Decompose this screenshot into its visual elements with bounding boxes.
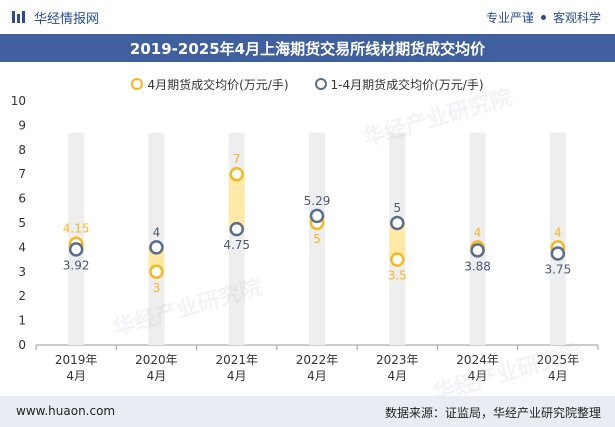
footer: www.huaon.com 数据来源：证监局，华经产业研究院整理 [0, 396, 615, 427]
y-tick-label: 4 [18, 240, 26, 254]
x-tick-label: 2023年 [376, 353, 419, 367]
x-tick-label: 4月 [66, 369, 86, 383]
apr-data-label: 5 [313, 232, 321, 246]
apr-point [149, 264, 164, 280]
category-band [309, 132, 325, 345]
y-tick-label: 8 [18, 143, 26, 157]
chart-title: 2019-2025年4月上海期货交易所线材期货成交均价 [129, 40, 486, 58]
footer-url: www.huaon.com [16, 404, 116, 418]
ytd-point [68, 242, 84, 257]
range-band [228, 174, 245, 230]
apr-data-label: 4.15 [63, 222, 90, 236]
y-tick-label: 0 [18, 338, 26, 352]
title-bar: 2019-2025年4月上海期货交易所线材期货成交均价 [0, 34, 615, 62]
apr-data-label: 7 [233, 152, 241, 166]
legend-item-ytd: 1-4月期货成交均价(万元/手) [314, 76, 484, 93]
apr-data-label: 3.5 [388, 269, 407, 283]
ytd-point [309, 208, 325, 224]
y-tick-label: 6 [18, 192, 26, 206]
legend-label-apr: 4月期货成交均价(万元/手) [147, 77, 289, 92]
x-tick-label: 2019年 [55, 353, 98, 367]
chart-plot: 0 1 2 3 4 5 6 7 8 9 10 2019年 4月 2020年 4月 2021年 4月 2022年 4月… [11, 94, 599, 383]
ytd-point [470, 243, 485, 258]
apr-data-label: 3 [153, 281, 161, 295]
legend-marker-apr-icon [131, 78, 144, 90]
legend-item-apr: 4月期货成交均价(万元/手) [131, 76, 289, 93]
y-tick-label: 10 [11, 94, 26, 108]
category-band [549, 132, 566, 345]
tag-objective: 客观科学 [552, 11, 601, 25]
apr-point [229, 166, 244, 182]
x-tick-label: 2024年 [456, 353, 499, 367]
y-tick-label: 3 [18, 265, 26, 279]
x-tick-label: 2020年 [135, 353, 178, 367]
ytd-data-label: 4 [153, 225, 161, 239]
x-tick-label: 4月 [548, 369, 568, 383]
apr-data-label: 4 [474, 225, 482, 239]
y-tick-label: 5 [18, 216, 26, 230]
tag-professional: 专业严谨 [485, 11, 534, 25]
ytd-data-label: 3.92 [63, 258, 90, 272]
legend-marker-ytd-icon [314, 78, 327, 90]
y-tick-label: 9 [18, 118, 26, 132]
apr-data-label: 4 [554, 225, 562, 239]
chart-legend: 4月期货成交均价(万元/手) 1-4月期货成交均价(万元/手) [0, 74, 615, 94]
separator-dot-icon [540, 15, 546, 20]
ytd-data-label: 5.29 [304, 194, 331, 208]
ytd-point [149, 240, 164, 255]
x-tick-label: 4月 [307, 369, 327, 383]
x-tick-label: 2025年 [537, 353, 580, 367]
header-tags: 专业严谨 客观科学 [486, 9, 601, 26]
ytd-point [550, 246, 566, 261]
ytd-data-label: 3.75 [544, 263, 571, 277]
ytd-point [229, 221, 244, 237]
brand-logo-icon [12, 11, 25, 23]
footer-source: 数据来源：证监局，华经产业研究院整理 [384, 406, 601, 420]
brand: 华经情报网 [12, 8, 100, 27]
ytd-data-label: 4.75 [223, 238, 250, 252]
x-tick-label: 4月 [227, 369, 247, 383]
category-band [148, 132, 165, 345]
brand-name: 华经情报网 [34, 11, 100, 27]
legend-label-ytd: 1-4月期货成交均价(万元/手) [330, 77, 484, 92]
x-tick-label: 2021年 [215, 353, 258, 367]
range-band [389, 223, 406, 260]
range-band [148, 247, 165, 272]
top-bar: 华经情报网 专业严谨 客观科学 [0, 0, 615, 34]
x-tick-label: 4月 [468, 369, 488, 383]
ytd-data-label: 3.88 [464, 259, 491, 273]
y-tick-label: 7 [18, 167, 26, 181]
x-tick-label: 2022年 [296, 353, 339, 367]
y-tick-label: 1 [18, 314, 26, 328]
ytd-data-label: 5 [393, 201, 401, 215]
x-tick-label: 4月 [387, 369, 407, 383]
y-tick-label: 2 [18, 289, 26, 303]
ytd-point [390, 215, 405, 231]
category-band [469, 132, 486, 345]
x-tick-label: 4月 [147, 369, 167, 383]
apr-point [390, 252, 405, 267]
